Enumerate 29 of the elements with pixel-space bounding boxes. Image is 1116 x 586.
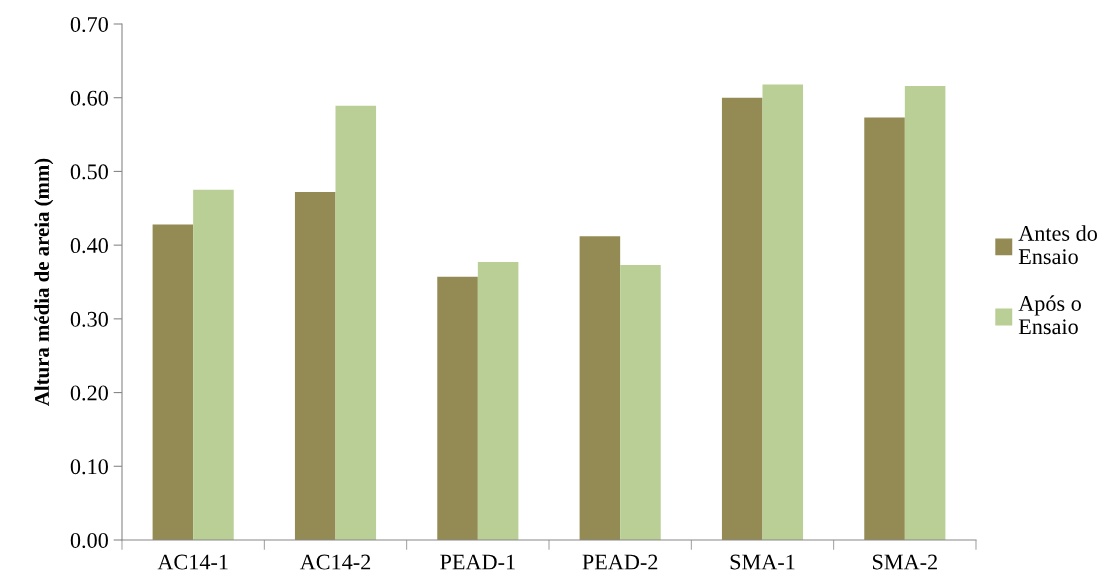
x-tick-label: SMA-1	[730, 554, 795, 570]
y-tick-label: 0.70	[70, 16, 108, 33]
y-tick-label: 0.60	[70, 90, 108, 106]
bar	[620, 265, 661, 540]
y-tick-label: 0.10	[70, 459, 108, 475]
y-tick-label: 0.50	[70, 164, 108, 180]
x-tick-label: PEAD-2	[582, 554, 658, 570]
bar	[721, 97, 763, 540]
bar	[579, 236, 621, 540]
legend-label: Após o Ensaio	[1018, 295, 1081, 335]
y-tick-label: 0.40	[70, 238, 108, 254]
bar	[193, 189, 234, 540]
x-tick-label: AC14-2	[299, 554, 371, 570]
bar	[477, 262, 519, 540]
bar	[864, 117, 905, 540]
x-tick-label: PEAD-1	[440, 554, 515, 570]
bar	[437, 276, 478, 540]
bar	[294, 192, 336, 540]
x-tick-label: SMA-2	[872, 554, 937, 570]
x-tick-label: AC14-1	[157, 554, 228, 570]
y-tick-label: 0.00	[70, 532, 108, 549]
legend-label: Antes do Ensaio	[1018, 225, 1097, 265]
bar	[762, 84, 804, 540]
bar	[335, 105, 377, 540]
y-axis-title: Altura média de areia (mm)	[34, 158, 54, 406]
y-tick-label: 0.20	[70, 385, 108, 401]
y-tick-label: 0.30	[70, 311, 108, 327]
bar	[152, 224, 194, 540]
bar	[904, 85, 946, 540]
